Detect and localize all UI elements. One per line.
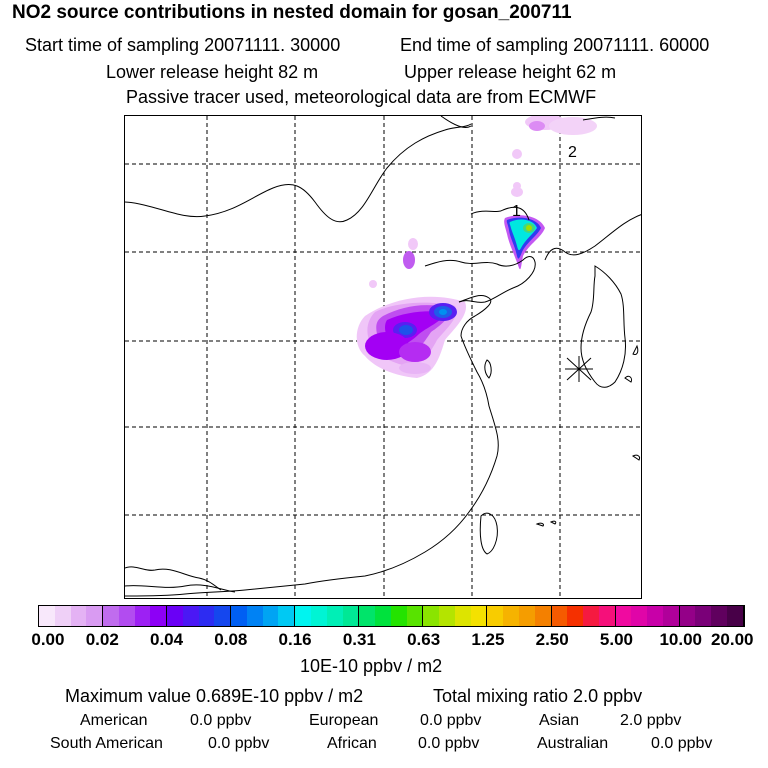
colorbar-segment: [103, 606, 119, 626]
colorbar-segment: [118, 606, 135, 626]
colorbar-segment: [295, 606, 312, 626]
map-label-1: 1: [512, 203, 521, 220]
colorbar-tick-label: 5.00: [599, 630, 633, 649]
colorbar-segment: [311, 606, 327, 626]
colorbar-segment: [470, 606, 488, 626]
colorbar-segment: [278, 606, 296, 626]
region-value-south-american: 0.0 ppbv: [208, 735, 270, 752]
colorbar-segment: [567, 606, 584, 626]
colorbar-segment: [615, 606, 632, 626]
colorbar-segment: [583, 606, 599, 626]
colorbar-segment: [134, 606, 151, 626]
colorbar-segment: [454, 606, 471, 626]
colorbar-tick-label: 0.16: [278, 630, 312, 649]
colorbar-segment: [390, 606, 407, 626]
upper-release-label: Upper release height 62 m: [404, 62, 617, 82]
colorbar: [38, 605, 745, 627]
colorbar-tick-label: 20.00: [710, 630, 754, 649]
colorbar-segment: [631, 606, 648, 626]
region-label-african: African: [327, 735, 377, 752]
colorbar-segment: [726, 606, 744, 626]
region-label-asian: Asian: [539, 712, 580, 729]
colorbar-tick-label: 10.00: [659, 630, 702, 649]
colorbar-units: 10E-10 ppbv / m2: [300, 656, 443, 676]
region-value-asian: 2.0 ppbv: [620, 712, 682, 729]
graticule: [125, 116, 641, 598]
region-value-american: 0.0 ppbv: [190, 712, 252, 729]
colorbar-segment: [439, 606, 455, 626]
colorbar-segment: [534, 606, 552, 626]
colorbar-segment: [150, 606, 168, 626]
colorbar-tick-label: 0.02: [85, 630, 119, 649]
colorbar-segment: [647, 606, 663, 626]
colorbar-segment: [375, 606, 391, 626]
colorbar-segment: [359, 606, 376, 626]
region-value-european: 0.0 ppbv: [420, 712, 482, 729]
colorbar-tick-label: 0.04: [149, 630, 184, 649]
colorbar-segment: [231, 606, 247, 626]
station-marker-icon: [565, 356, 593, 382]
coastlines: [125, 116, 641, 597]
lower-release-label: Lower release height 82 m: [106, 62, 319, 82]
colorbar-segment: [39, 606, 55, 626]
start-time-label: Start time of sampling 20071111. 30000: [25, 35, 341, 55]
end-time-label: End time of sampling 20071111. 60000: [400, 35, 710, 55]
region-label-south-american: South American: [50, 735, 163, 752]
colorbar-segment: [182, 606, 199, 626]
map-label-2: 2: [568, 144, 577, 161]
colorbar-segment: [342, 606, 360, 626]
region-value-african: 0.0 ppbv: [418, 735, 480, 752]
colorbar-segment: [662, 606, 680, 626]
colorbar-segment: [518, 606, 535, 626]
colorbar-tick-label: 0.00: [31, 630, 65, 649]
colorbar-segment: [86, 606, 104, 626]
region-label-european: European: [309, 712, 379, 729]
colorbar-segment: [551, 606, 568, 626]
colorbar-segment: [70, 606, 87, 626]
colorbar-segment: [406, 606, 424, 626]
region-label-american: American: [80, 712, 148, 729]
colorbar-tick-label: 0.31: [342, 630, 376, 649]
region-value-australian: 0.0 ppbv: [651, 735, 713, 752]
map-canvas: 1 2: [125, 116, 641, 598]
tracer-note: Passive tracer used, meteorological data…: [126, 87, 597, 107]
colorbar-segment: [326, 606, 343, 626]
region-label-australian: Australian: [537, 735, 609, 752]
colorbar-segment: [246, 606, 263, 626]
colorbar-tick-label: 0.08: [214, 630, 248, 649]
colorbar-segment: [711, 606, 727, 626]
colorbar-segment: [198, 606, 215, 626]
colorbar-segment: [54, 606, 71, 626]
colorbar-segment: [695, 606, 712, 626]
colorbar-segment: [423, 606, 440, 626]
colorbar-tick-label: 1.25: [471, 630, 505, 649]
map-panel: 1 2: [124, 115, 642, 599]
total-mixing-ratio: Total mixing ratio 2.0 ppbv: [433, 686, 643, 706]
maximum-value: Maximum value 0.689E-10 ppbv / m2: [65, 686, 364, 706]
concentration-plumes: [356, 116, 597, 378]
colorbar-segment: [679, 606, 696, 626]
colorbar-segment: [503, 606, 519, 626]
colorbar-segment: [598, 606, 616, 626]
colorbar-segment: [262, 606, 279, 626]
colorbar-tick-label: 2.50: [535, 630, 569, 649]
colorbar-segment: [167, 606, 183, 626]
colorbar-segment: [487, 606, 504, 626]
colorbar-tick-label: 0.63: [407, 630, 441, 649]
colorbar-segment: [214, 606, 232, 626]
figure-title: NO2 source contributions in nested domai…: [12, 2, 572, 23]
